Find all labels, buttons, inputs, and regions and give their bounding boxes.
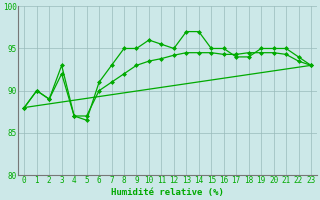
X-axis label: Humidité relative (%): Humidité relative (%)	[111, 188, 224, 197]
